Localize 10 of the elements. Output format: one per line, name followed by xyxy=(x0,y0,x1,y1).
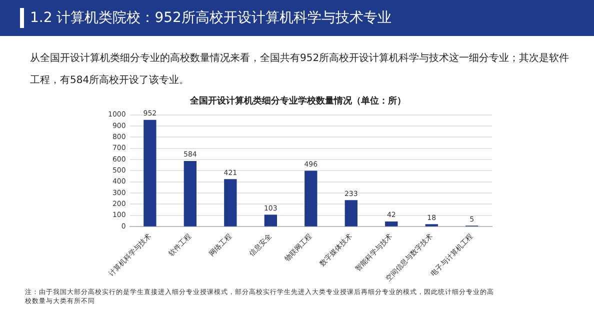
bar xyxy=(144,120,156,226)
text: 1.2 计算机类院校：952所高校开设计算机科学与技术专业 xyxy=(30,9,392,28)
bar xyxy=(264,214,277,226)
bar xyxy=(184,160,197,226)
text: 从全国开设计算机类细分专业的高校数量情况来看，全国共有952所高校开设计算机科学与技术这一细分专业；其次是软件工程，有584所高校开设了该专业。 xyxy=(30,52,570,88)
chart-title: 全国开设计算机类细分专业学校数量情况（单位：所） xyxy=(189,96,406,107)
bar xyxy=(304,170,318,226)
bar xyxy=(224,179,237,226)
bar xyxy=(385,221,398,226)
bar xyxy=(344,200,358,226)
